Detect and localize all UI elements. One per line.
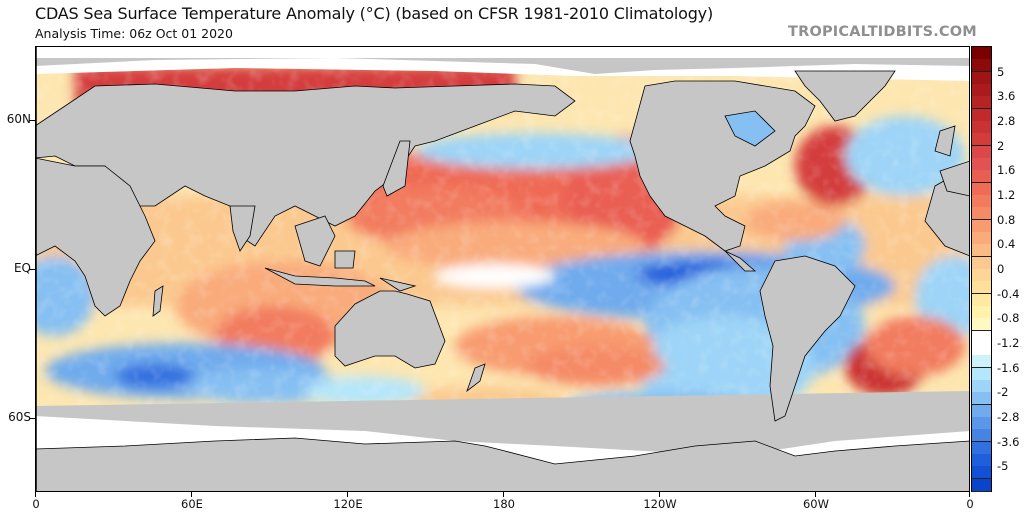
colorbar-segment	[972, 84, 991, 97]
southeast-asia	[294, 215, 336, 267]
colorbar-segment	[972, 96, 991, 110]
x-tick-180	[503, 492, 504, 497]
y-tick-60s	[29, 418, 35, 419]
africa	[35, 157, 156, 317]
x-tick-60w	[815, 492, 816, 497]
arctic-ice-gray	[35, 58, 970, 74]
x-tick-0-end	[969, 492, 970, 497]
x-label-60w: 60W	[802, 497, 830, 511]
colorbar-label: 2.8	[997, 114, 1016, 128]
colorbar-segment	[972, 108, 991, 122]
colorbar-segment	[972, 466, 991, 480]
colorbar-segment	[972, 158, 991, 171]
colorbar-segment	[972, 244, 991, 258]
colorbar-label: -0.8	[997, 311, 1020, 326]
australia	[334, 290, 446, 369]
chart-title: CDAS Sea Surface Temperature Anomaly (°C…	[35, 4, 713, 23]
greenland	[794, 70, 896, 122]
colorbar-label: -3.6	[997, 434, 1020, 449]
colorbar-label: 0.4	[997, 237, 1016, 252]
colorbar-segment	[972, 367, 991, 381]
indonesia	[264, 267, 376, 287]
brand-watermark: TROPICALTIDBITS.COM	[788, 24, 977, 40]
sea-ice-north	[35, 46, 970, 81]
x-label-120w: 120W	[643, 497, 677, 511]
y-label-60n: 60N	[6, 112, 31, 126]
colorbar-segment	[972, 454, 991, 467]
india	[229, 205, 256, 252]
y-tick-eq	[29, 269, 35, 270]
antarctica	[35, 437, 970, 492]
colorbar-segment	[972, 429, 991, 443]
colorbar-segment	[972, 417, 991, 430]
south-america	[759, 255, 856, 422]
colorbar-segment	[972, 195, 991, 208]
colorbar-segment	[972, 269, 991, 282]
colorbar-segment	[972, 355, 991, 369]
y-label-eq: EQ	[13, 261, 31, 275]
hudson-bay	[724, 110, 776, 147]
x-label-180: 180	[493, 497, 515, 511]
sst-anomaly-map	[35, 46, 970, 492]
x-tick-120e	[347, 492, 348, 497]
x-label-0-end: 0	[966, 497, 974, 511]
colorbar-segment	[972, 330, 991, 344]
x-label-0: 0	[32, 497, 40, 511]
japan	[382, 140, 411, 197]
colorbar-segment	[972, 392, 991, 406]
colorbar-segment	[972, 306, 991, 319]
colorbar-label: 1.2	[997, 188, 1016, 202]
colorbar-label: 0	[997, 262, 1005, 276]
colorbar-label: -5	[997, 459, 1009, 474]
colorbar-segment	[972, 256, 991, 270]
colorbar-segment	[972, 182, 991, 196]
colorbar-segment	[972, 219, 991, 233]
new-zealand	[466, 363, 486, 393]
new-guinea	[379, 277, 417, 292]
x-tick-120w	[659, 492, 660, 497]
colorbar-segment	[972, 59, 991, 73]
colorbar-segment	[972, 232, 991, 245]
colorbar-segment	[972, 441, 991, 455]
colorbar-label: 3.6	[997, 89, 1016, 104]
colorbar-segment	[972, 343, 991, 356]
north-america	[629, 80, 816, 252]
colorbar-label: -1.6	[997, 360, 1020, 375]
colorbar-segment	[972, 71, 991, 85]
colorbar	[971, 46, 992, 492]
borneo	[334, 250, 356, 269]
colorbar-segment	[972, 207, 991, 221]
colorbar-label: -1.2	[997, 336, 1020, 350]
colorbar-segment	[972, 133, 991, 147]
colorbar-segment	[972, 121, 991, 134]
colorbar-label: 0.8	[997, 212, 1016, 227]
x-tick-0	[35, 492, 36, 497]
analysis-time: Analysis Time: 06z Oct 01 2020	[35, 26, 233, 41]
x-label-120e: 120E	[333, 497, 363, 511]
colorbar-segment	[972, 380, 991, 393]
colorbar-segment	[972, 145, 991, 159]
colorbar-segment	[972, 404, 991, 418]
colorbar-segment	[972, 478, 991, 492]
colorbar-label: -2.8	[997, 410, 1020, 424]
colorbar-segment	[972, 293, 991, 307]
colorbar-label: -0.4	[997, 286, 1020, 301]
colorbar-segment	[972, 170, 991, 184]
colorbar-label: 2	[997, 138, 1005, 153]
colorbar-label: -2	[997, 385, 1009, 400]
british-isles	[934, 125, 956, 157]
colorbar-segment	[972, 47, 991, 60]
continents	[35, 70, 970, 422]
colorbar-label: 1.6	[997, 163, 1016, 178]
colorbar-segment	[972, 318, 991, 332]
y-tick-60n	[29, 120, 35, 121]
colorbar-label: 5	[997, 64, 1005, 79]
x-tick-60e	[191, 492, 192, 497]
iberia	[939, 160, 970, 197]
x-label-60e: 60E	[181, 497, 203, 511]
central-america	[724, 250, 757, 272]
y-label-60s: 60S	[8, 410, 31, 424]
colorbar-segment	[972, 281, 991, 295]
madagascar	[152, 285, 164, 317]
